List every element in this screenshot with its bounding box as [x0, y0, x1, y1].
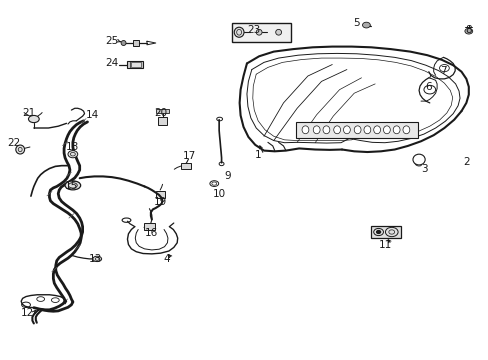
Ellipse shape [323, 126, 329, 134]
Text: 13: 13 [89, 254, 102, 264]
Ellipse shape [402, 126, 409, 134]
Ellipse shape [28, 116, 39, 123]
Text: 19: 19 [154, 197, 167, 207]
Ellipse shape [256, 30, 262, 35]
Bar [156, 191, 164, 198]
Text: 15: 15 [64, 181, 78, 192]
Text: 18: 18 [66, 142, 80, 152]
Bar [156, 109, 169, 113]
Ellipse shape [333, 126, 340, 134]
Bar [133, 40, 139, 46]
Ellipse shape [412, 154, 424, 165]
Ellipse shape [275, 30, 281, 35]
Text: 3: 3 [421, 164, 427, 174]
Bar [158, 117, 167, 125]
Text: 24: 24 [105, 58, 118, 68]
Ellipse shape [234, 27, 244, 37]
Circle shape [376, 230, 380, 233]
Bar [370, 226, 400, 238]
Text: 17: 17 [183, 150, 196, 161]
Text: 8: 8 [465, 25, 471, 35]
Ellipse shape [302, 126, 308, 134]
Text: 9: 9 [224, 171, 230, 181]
Text: 5: 5 [353, 18, 359, 28]
Ellipse shape [383, 126, 389, 134]
Text: 23: 23 [247, 25, 260, 35]
Text: 16: 16 [145, 228, 158, 238]
Ellipse shape [343, 126, 349, 134]
Text: 1: 1 [254, 150, 261, 160]
Text: 11: 11 [379, 239, 392, 249]
Circle shape [362, 22, 369, 28]
Text: 22: 22 [8, 139, 21, 148]
Text: 12: 12 [21, 308, 34, 318]
Ellipse shape [16, 145, 24, 154]
Text: 10: 10 [212, 189, 225, 199]
Circle shape [68, 150, 78, 158]
Bar [232, 23, 290, 41]
Bar [181, 163, 190, 169]
Bar [144, 223, 155, 230]
Ellipse shape [313, 126, 320, 134]
Text: 6: 6 [425, 82, 431, 92]
Ellipse shape [93, 256, 102, 262]
Text: 2: 2 [462, 157, 468, 167]
Text: 20: 20 [154, 108, 167, 118]
Text: 4: 4 [163, 254, 169, 264]
Ellipse shape [363, 126, 370, 134]
Ellipse shape [65, 181, 81, 190]
Ellipse shape [121, 41, 126, 45]
Circle shape [464, 28, 472, 34]
Text: 7: 7 [439, 66, 446, 76]
Ellipse shape [392, 126, 399, 134]
Ellipse shape [373, 126, 380, 134]
Bar [127, 61, 143, 68]
Text: 21: 21 [22, 108, 36, 118]
Ellipse shape [353, 126, 360, 134]
Bar [131, 62, 141, 67]
Bar [295, 122, 417, 138]
Text: 25: 25 [105, 36, 118, 46]
Text: 14: 14 [85, 111, 99, 121]
